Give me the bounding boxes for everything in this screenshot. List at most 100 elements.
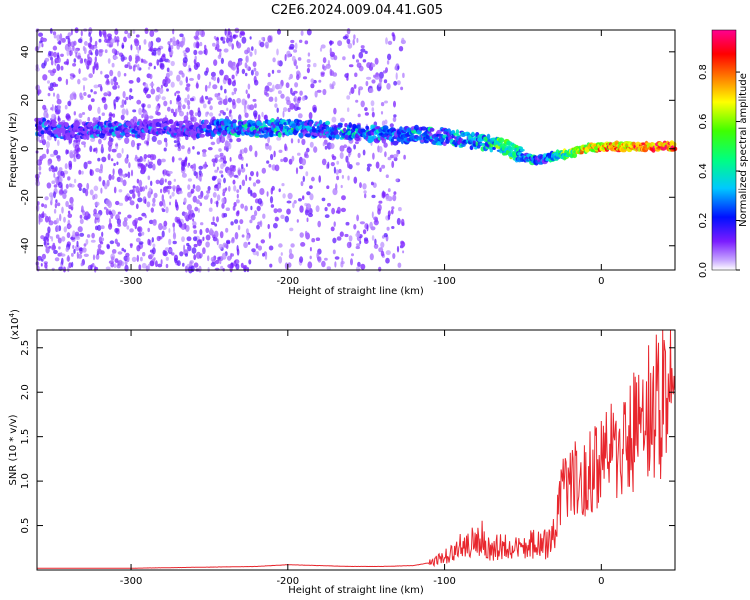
heatmap-cell bbox=[245, 174, 248, 182]
heatmap-cell bbox=[113, 186, 117, 194]
heatmap-cell bbox=[299, 232, 304, 238]
heatmap-cell bbox=[107, 140, 113, 147]
heatmap-cell bbox=[89, 36, 93, 43]
heatmap-cell bbox=[392, 140, 399, 146]
heatmap-cell bbox=[396, 80, 401, 86]
heatmap-cell bbox=[171, 191, 175, 197]
heatmap-cell bbox=[346, 28, 351, 35]
heatmap-cell bbox=[54, 176, 58, 183]
heatmap-cell bbox=[571, 152, 578, 159]
heatmap-cell bbox=[356, 243, 361, 247]
heatmap-cell bbox=[77, 253, 83, 259]
heatmap-cell bbox=[455, 129, 460, 135]
heatmap-cell bbox=[392, 253, 396, 259]
heatmap-cell bbox=[309, 247, 312, 252]
heatmap-cell bbox=[94, 218, 97, 224]
heatmap-cell bbox=[180, 41, 185, 46]
heatmap-cloud bbox=[34, 27, 406, 274]
heatmap-cell bbox=[149, 82, 155, 87]
heatmap-cell bbox=[95, 213, 101, 219]
heatmap-cell bbox=[333, 107, 337, 115]
heatmap-cell bbox=[149, 260, 155, 267]
heatmap-cell bbox=[236, 248, 240, 256]
heatmap-cell bbox=[183, 212, 189, 219]
heatmap-cell bbox=[284, 215, 289, 223]
tick-label: -20 bbox=[20, 189, 31, 205]
heatmap-cell bbox=[94, 48, 99, 57]
heatmap-cell bbox=[231, 166, 236, 173]
heatmap-cell bbox=[313, 146, 318, 153]
heatmap-cell bbox=[94, 56, 98, 63]
heatmap-cell bbox=[192, 146, 195, 150]
heatmap-cell bbox=[387, 156, 392, 161]
heatmap-cell bbox=[185, 47, 191, 53]
heatmap-cell bbox=[178, 190, 183, 195]
heatmap-cell bbox=[121, 44, 125, 49]
heatmap-cell bbox=[324, 257, 328, 261]
heatmap-cell bbox=[282, 193, 286, 199]
heatmap-cell bbox=[353, 34, 356, 40]
heatmap-cell bbox=[144, 27, 149, 34]
heatmap-cell bbox=[155, 179, 160, 185]
heatmap-cell bbox=[200, 222, 204, 226]
heatmap-cell bbox=[52, 242, 56, 247]
heatmap-cell bbox=[383, 79, 388, 84]
snr-y-scale-label: (x104) bbox=[8, 309, 21, 340]
heatmap-cell bbox=[331, 116, 337, 123]
heatmap-cell bbox=[357, 152, 361, 158]
heatmap-cell bbox=[358, 51, 364, 59]
heatmap-cell bbox=[54, 105, 57, 113]
heatmap-cell bbox=[63, 226, 67, 233]
heatmap-cell bbox=[176, 74, 181, 82]
heatmap-cell bbox=[169, 195, 172, 199]
heatmap-cell bbox=[254, 79, 259, 86]
heatmap-cell bbox=[132, 109, 137, 113]
snr-panel: -300 -200 -100 0 0.5 1.0 1.5 2.0 2.5 Height of … bbox=[8, 309, 676, 596]
heatmap-cell bbox=[356, 214, 359, 222]
heatmap-cell bbox=[341, 195, 346, 201]
heatmap-cell bbox=[92, 254, 96, 261]
heatmap-cell bbox=[212, 216, 215, 222]
spectrogram-x-ticks: -300 -200 -100 0 bbox=[120, 30, 605, 287]
heatmap-cell bbox=[167, 185, 172, 190]
heatmap-cell bbox=[141, 231, 145, 236]
heatmap-cell bbox=[151, 51, 155, 56]
heatmap-cell bbox=[189, 97, 195, 102]
heatmap-cell bbox=[193, 49, 198, 56]
heatmap-cell bbox=[172, 222, 175, 228]
colorbar: 0.0 0.2 0.4 0.6 0.8 Normalized spectral ampl… bbox=[698, 29, 749, 278]
heatmap-cell bbox=[395, 178, 399, 182]
heatmap-cell bbox=[199, 202, 203, 207]
heatmap-cell bbox=[186, 85, 190, 92]
heatmap-cell bbox=[69, 73, 75, 77]
heatmap-cell bbox=[230, 253, 234, 257]
heatmap-cell bbox=[160, 62, 165, 70]
heatmap-cell bbox=[44, 215, 49, 223]
heatmap-cell bbox=[247, 186, 251, 195]
heatmap-cell bbox=[90, 137, 96, 142]
heatmap-cell bbox=[138, 179, 143, 187]
heatmap-cell bbox=[256, 251, 259, 257]
heatmap-cell bbox=[386, 226, 390, 231]
heatmap-cell bbox=[214, 169, 219, 173]
heatmap-cell bbox=[320, 44, 326, 49]
heatmap-cell bbox=[311, 176, 315, 182]
heatmap-cell bbox=[92, 194, 95, 200]
heatmap-cell bbox=[47, 160, 51, 166]
heatmap-cell bbox=[329, 83, 333, 88]
heatmap-cell bbox=[360, 263, 366, 270]
heatmap-cell bbox=[267, 35, 272, 43]
heatmap-cell bbox=[118, 202, 123, 206]
heatmap-cell bbox=[121, 147, 124, 154]
heatmap-cell bbox=[216, 216, 219, 223]
heatmap-cell bbox=[40, 235, 45, 240]
heatmap-cell bbox=[94, 45, 98, 49]
heatmap-cell bbox=[381, 164, 386, 169]
heatmap-cell bbox=[51, 122, 57, 128]
heatmap-cell bbox=[90, 98, 95, 103]
heatmap-cell bbox=[122, 220, 128, 227]
heatmap-cell bbox=[329, 68, 333, 76]
heatmap-cell bbox=[393, 191, 397, 195]
heatmap-cell bbox=[170, 60, 175, 67]
heatmap-cell bbox=[264, 252, 268, 260]
